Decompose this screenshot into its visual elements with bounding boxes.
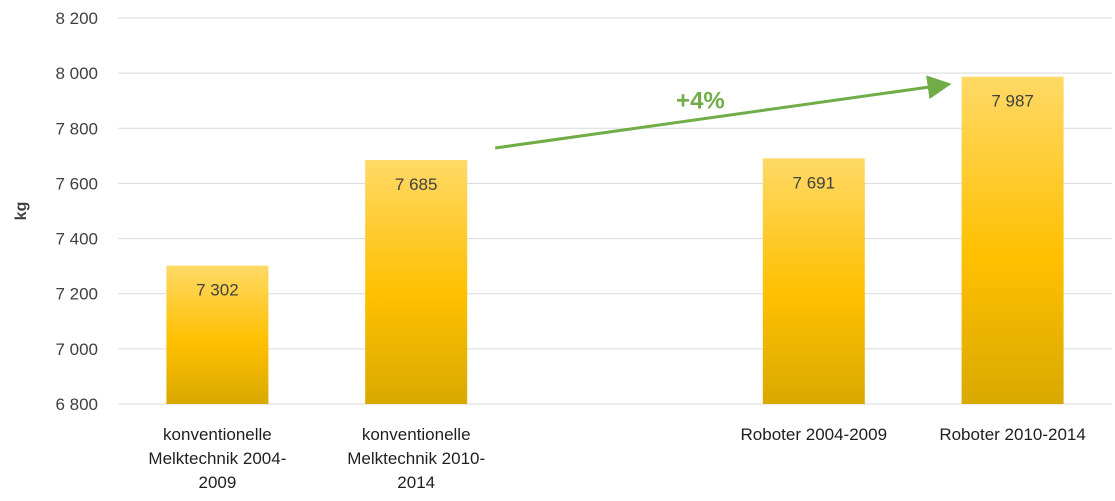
- bars: [166, 76, 1064, 404]
- y-axis-label: kg: [13, 202, 30, 221]
- category-label: Roboter 2004-2009: [741, 425, 888, 444]
- y-tick-label: 7 600: [55, 174, 98, 193]
- category-label: Melktechnik 2010-: [347, 449, 485, 468]
- data-label: 7 987: [991, 92, 1034, 111]
- category-label: 2009: [198, 473, 236, 492]
- y-tick-label: 8 000: [55, 64, 98, 83]
- y-tick-label: 8 200: [55, 9, 98, 28]
- annotations: +4%: [494, 75, 952, 150]
- y-axis-ticks: 6 800 7 000 7 200 7 400 7 600 7 800 8 000 8 200: [55, 9, 98, 414]
- category-label: Melktechnik 2004-: [148, 449, 286, 468]
- bar: [961, 76, 1064, 404]
- bar: [762, 158, 865, 404]
- y-tick-label: 7 000: [55, 340, 98, 359]
- annotation-label: +4%: [676, 88, 725, 115]
- category-label: konventionelle: [163, 425, 272, 444]
- data-labels: 7 302 7 685 7 691 7 987: [196, 92, 1034, 300]
- category-label: konventionelle: [362, 425, 471, 444]
- y-tick-label: 6 800: [55, 395, 98, 414]
- y-tick-label: 7 200: [55, 285, 98, 304]
- data-label: 7 302: [196, 281, 239, 300]
- bar: [365, 159, 468, 404]
- category-label: Roboter 2010-2014: [939, 425, 1086, 444]
- x-axis-categories: konventionelle Melktechnik 2004- 2009 konve…: [148, 425, 1085, 492]
- trend-arrow: [494, 75, 952, 150]
- y-tick-label: 7 800: [55, 119, 98, 138]
- data-label: 7 685: [395, 175, 438, 194]
- data-label: 7 691: [793, 173, 836, 192]
- gridlines: [118, 17, 1112, 405]
- bar: [166, 265, 269, 404]
- category-label: 2014: [397, 473, 435, 492]
- y-tick-label: 7 400: [55, 230, 98, 249]
